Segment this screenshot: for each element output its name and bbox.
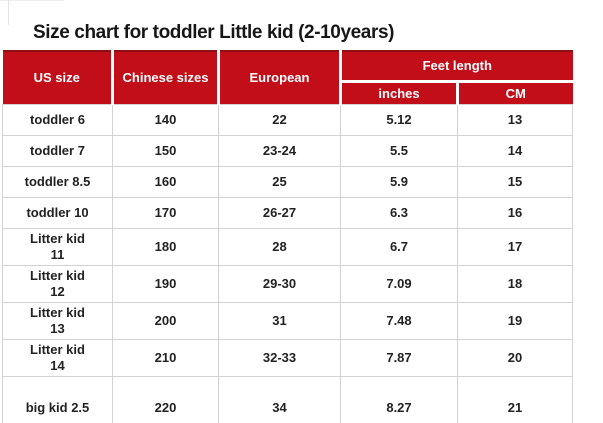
cell-european: 23-24 [218, 134, 341, 167]
table-header-row-main: US size Chinese sizes European Feet leng… [2, 50, 573, 104]
cell-inches: 7.48 [340, 301, 458, 340]
cell-cm: 17 [457, 227, 573, 266]
cell-cm: 16 [457, 196, 573, 229]
cell-chinese-size: 150 [112, 134, 219, 167]
page-edge-artifact-vertical [8, 0, 9, 25]
page-title: Size chart for toddler Little kid (2-10y… [33, 22, 395, 43]
cell-cm: 14 [457, 134, 573, 167]
header-cm: CM [457, 81, 573, 104]
table-row: toddler 8.5 160 25 5.9 15 [2, 165, 573, 198]
cell-cm: 20 [457, 338, 573, 377]
cell-cm: 18 [457, 264, 573, 303]
cell-us-size: big kid 2.5 [2, 375, 113, 423]
cell-chinese-size: 200 [112, 301, 219, 340]
table-row: toddler 6 140 22 5.12 13 [2, 103, 573, 136]
cell-chinese-size: 210 [112, 338, 219, 377]
cell-inches: 5.12 [340, 103, 458, 136]
table-row: big kid 2.5 220 34 8.27 21 [2, 375, 573, 423]
table-header-row-sub: inches CM [3, 81, 573, 104]
header-us-size: US size [2, 50, 114, 104]
cell-european: 25 [218, 165, 341, 198]
table-row: toddler 7 150 23-24 5.5 14 [2, 134, 573, 167]
table-row: Litter kid 13 200 31 7.48 19 [2, 301, 573, 340]
cell-inches: 8.27 [340, 375, 458, 423]
table-body: toddler 6 140 22 5.12 13 toddler 7 150 2… [2, 103, 573, 423]
table-header: US size Chinese sizes European Feet leng… [2, 50, 573, 104]
table-row: Litter kid 14 210 32-33 7.87 20 [2, 338, 573, 377]
cell-cm: 13 [457, 103, 573, 136]
cell-european: 32-33 [218, 338, 341, 377]
cell-us-size: toddler 8.5 [2, 165, 113, 198]
cell-us-size: toddler 7 [2, 134, 113, 167]
cell-chinese-size: 140 [112, 103, 219, 136]
cell-us-size: Litter kid 12 [2, 264, 113, 303]
cell-inches: 6.3 [340, 196, 458, 229]
cell-chinese-size: 170 [112, 196, 219, 229]
cell-inches: 5.5 [340, 134, 458, 167]
table-row: toddler 10 170 26-27 6.3 16 [2, 196, 573, 229]
page-edge-artifact-horizontal [0, 0, 64, 1]
cell-cm: 15 [457, 165, 573, 198]
cell-european: 22 [218, 103, 341, 136]
cell-chinese-size: 220 [112, 375, 219, 423]
header-european: European [218, 50, 342, 104]
size-chart-table: US size Chinese sizes European Feet leng… [2, 50, 573, 423]
cell-us-size: toddler 6 [2, 103, 113, 136]
header-inches: inches [340, 81, 459, 104]
cell-european: 28 [218, 227, 341, 266]
header-feet-length: Feet length [340, 50, 573, 83]
cell-inches: 5.9 [340, 165, 458, 198]
cell-european: 29-30 [218, 264, 341, 303]
cell-cm: 21 [457, 375, 573, 423]
cell-european: 34 [218, 375, 341, 423]
table-row: Litter kid 11 180 28 6.7 17 [2, 227, 573, 266]
cell-us-size: toddler 10 [2, 196, 113, 229]
cell-inches: 7.09 [340, 264, 458, 303]
table-row: Litter kid 12 190 29-30 7.09 18 [2, 264, 573, 303]
header-chinese-sizes: Chinese sizes [112, 50, 220, 104]
cell-european: 26-27 [218, 196, 341, 229]
cell-chinese-size: 180 [112, 227, 219, 266]
cell-us-size: Litter kid 14 [2, 338, 113, 377]
cell-inches: 7.87 [340, 338, 458, 377]
cell-chinese-size: 160 [112, 165, 219, 198]
cell-inches: 6.7 [340, 227, 458, 266]
cell-cm: 19 [457, 301, 573, 340]
cell-us-size: Litter kid 11 [2, 227, 113, 266]
cell-chinese-size: 190 [112, 264, 219, 303]
cell-european: 31 [218, 301, 341, 340]
cell-us-size: Litter kid 13 [2, 301, 113, 340]
